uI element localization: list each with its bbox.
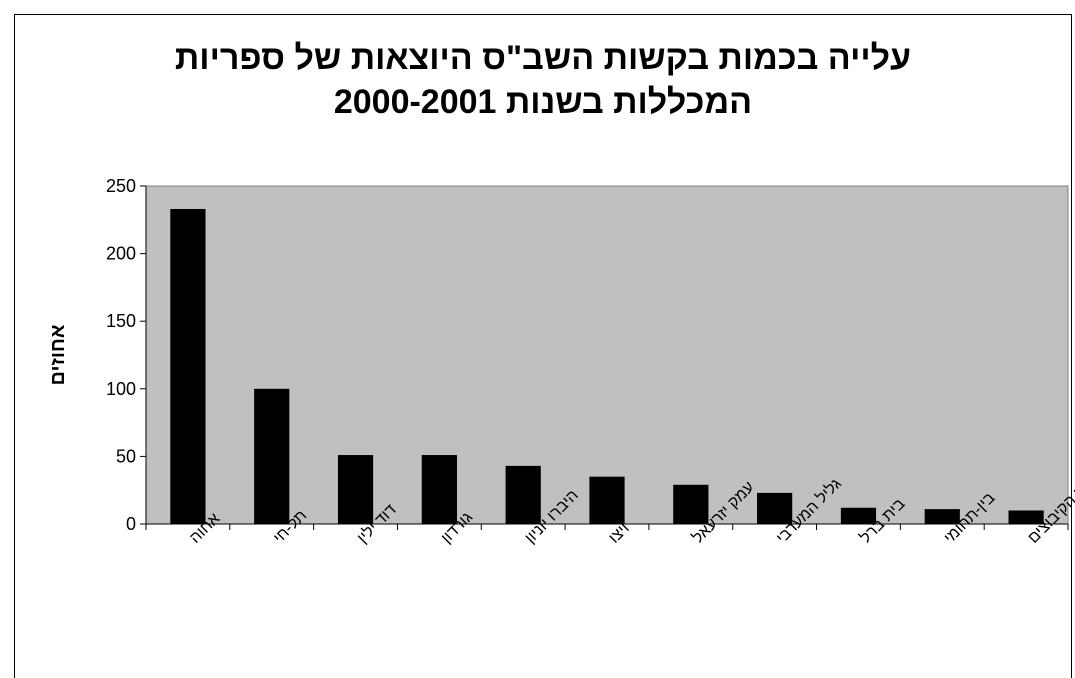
y-tick-label-5: 250	[106, 176, 136, 196]
bar-8	[840, 507, 877, 524]
bar-3	[421, 455, 457, 524]
y-tick-label-0: 0	[126, 514, 136, 534]
chart-title-line-1: עלייה בכמות בקשות השב"ס היוצאות של ספריו…	[174, 39, 912, 77]
y-tick-label-4: 200	[106, 244, 136, 264]
y-tick-label-1: 50	[116, 446, 136, 466]
bar-6	[673, 484, 709, 524]
plot-area	[145, 185, 1069, 525]
bar-7	[757, 492, 793, 524]
y-tick-label-3: 150	[106, 311, 136, 331]
bar-5	[589, 476, 625, 524]
y-tick-label-2: 100	[106, 379, 136, 399]
chart-title-line-2: המכללות בשנות 2000-2001	[333, 83, 753, 121]
bar-1	[254, 388, 290, 524]
y-axis-title: אחוזים	[47, 324, 69, 385]
bar-2	[337, 455, 374, 524]
bar-0	[170, 208, 206, 524]
y-axis: 0 50 100 150 200 250	[106, 176, 147, 534]
bar-10	[1008, 510, 1044, 524]
bar-9	[924, 509, 960, 524]
bars	[170, 208, 1044, 524]
chart-title: עלייה בכמות בקשות השב"ס היוצאות של ספריו…	[14, 36, 1072, 124]
bar-4	[505, 465, 541, 524]
